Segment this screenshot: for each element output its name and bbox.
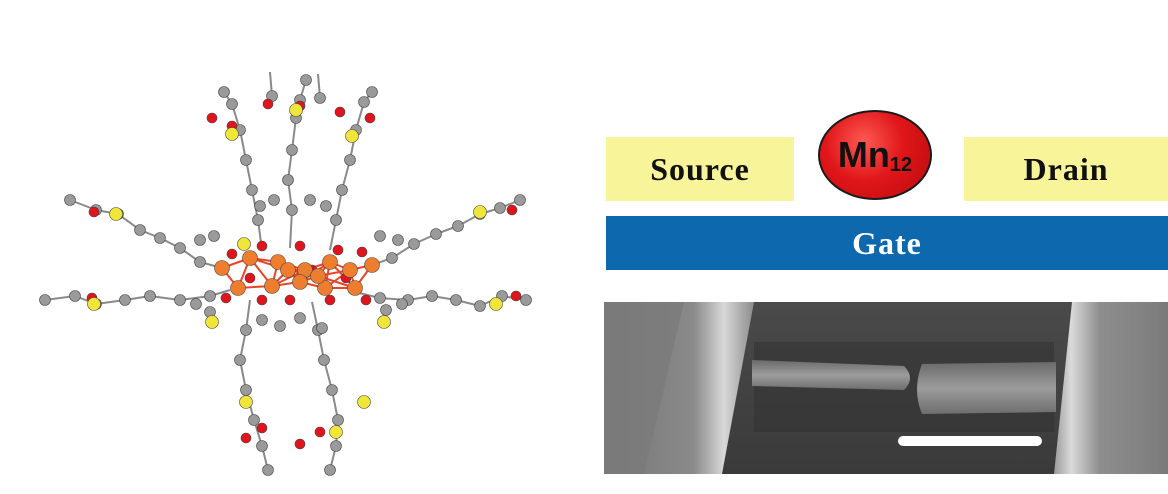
source-label: Source — [650, 150, 750, 187]
gate-label: Gate — [852, 224, 922, 261]
drain-label: Drain — [1023, 150, 1109, 187]
sem-micrograph — [604, 302, 1168, 474]
drain-electrode: Drain — [964, 137, 1168, 201]
mn12-molecule-structure — [39, 71, 532, 476]
source-electrode: Source — [606, 137, 794, 201]
gate-electrode: Gate — [606, 216, 1168, 270]
molecule-label: Mn — [837, 134, 890, 175]
mn12-molecule-ball: Mn 12 — [818, 110, 932, 200]
molecule-subscript: 12 — [889, 153, 913, 176]
